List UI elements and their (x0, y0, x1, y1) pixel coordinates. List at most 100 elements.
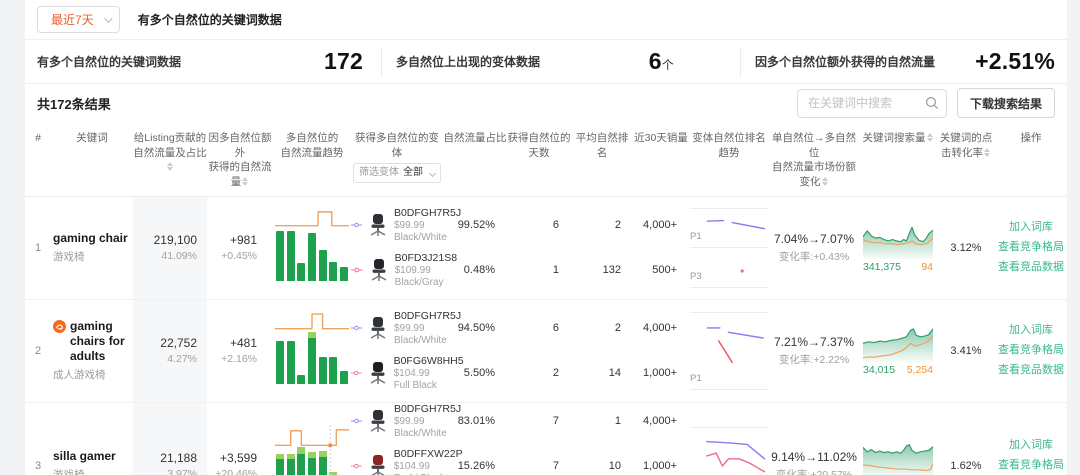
add-to-wordbank-link[interactable]: 加入词库 (1009, 439, 1053, 452)
variant-share: 83.01% (457, 414, 495, 427)
divider (740, 46, 741, 77)
product-image (370, 317, 386, 340)
col-header-days: 获得自然位的天数 (507, 132, 571, 159)
contrib-cell: 22,752 4.27% (133, 299, 207, 402)
contrib-cell: 219,100 41.09% (133, 196, 207, 299)
download-results-button[interactable]: 下载搜索结果 (956, 88, 1055, 118)
view-competition-link[interactable]: 查看竞争格局 (998, 458, 1064, 471)
product-image (371, 259, 386, 282)
product-image (370, 409, 386, 432)
variant-share: 0.48% (463, 264, 495, 277)
variant-price: $104.99 (393, 368, 430, 380)
stat-extra-traffic: 因多个自然位额外获得的自然流量 +2.51% (755, 48, 1055, 75)
variant-price: $99.99 (393, 415, 425, 427)
table-header: # 关键词 给Listing贡献的 自然流量及占比 因多自然位额外 获得的自然流量 … (25, 122, 1067, 197)
variant-color: Black/Gray (394, 277, 444, 289)
contrib-cell: 21,188 3.97% (133, 402, 207, 475)
view-competition-link[interactable]: 查看竞争格局 (998, 240, 1064, 253)
keyword-translation: 成人游戏椅 (53, 369, 106, 382)
add-to-wordbank-link[interactable]: 加入词库 (1009, 221, 1053, 234)
volume-secondary: 5,254 (906, 363, 933, 376)
row-index: 2 (34, 344, 42, 357)
search-input[interactable] (796, 88, 947, 118)
extra-cell: +3,599 +20.46% (215, 451, 257, 475)
product-image (370, 214, 386, 237)
variant-asin-link[interactable]: B0DFFXW22P (393, 447, 463, 460)
variant-rank: 1 (614, 414, 621, 427)
col-header-sales: 近30天销量 (634, 132, 688, 144)
extra-cell: +481 +2.16% (221, 336, 257, 366)
variant-asin-link[interactable]: B0DFGH7R5J (393, 207, 462, 220)
variant-asin-link[interactable]: B0DFGH7R5J (393, 402, 462, 415)
col-header-volume[interactable]: 关键词搜索量 (859, 128, 937, 146)
col-header-share-change[interactable]: 单自然位→多自然位 自然流量市场份额变化 (772, 132, 856, 189)
search-volume-chart: 341,375 94 (862, 223, 934, 273)
row-index: 3 (34, 459, 42, 472)
variant-sales: 4,000+ (643, 414, 677, 427)
actions-cell: 加入词库 查看竞争格局 查看竞品数据 (995, 436, 1067, 475)
top-bar: 最近7天 有多个自然位的关键词数据 (25, 0, 1067, 40)
stat-label: 因多个自然位额外获得的自然流量 (755, 55, 936, 69)
variant-filter-select[interactable]: 筛选变体 全部 (353, 163, 441, 184)
col-header-rank-trend: 变体自然位排名趋势 (692, 132, 766, 159)
volume-value: 34,015 (863, 363, 896, 376)
main-panel: 最近7天 有多个自然位的关键词数据 有多个自然位的关键词数据 172 多自然位上… (25, 0, 1067, 475)
keyword-translation: 游戏椅 (53, 251, 85, 264)
actions-cell: 加入词库 查看竞争格局 查看竞品数据 (995, 218, 1067, 277)
col-header-keyword: 关键词 (76, 132, 108, 144)
variants-block: B0DFGH7R5J $99.99 Black/White 94.50% 6 2… (351, 310, 689, 391)
variants-block: B0DFGH7R5J $99.99 Black/White 99.52% 6 2… (351, 207, 689, 288)
col-header-ctr[interactable]: 关键词的点击转化率 (939, 132, 993, 159)
keyword-link[interactable]: gaming chair (53, 231, 128, 246)
add-to-wordbank-link[interactable]: 加入词库 (1009, 324, 1053, 337)
variant-share: 99.52% (457, 219, 495, 232)
variant-sales: 500+ (652, 264, 677, 277)
variant-asin-link[interactable]: B0FG6W8HH5 (393, 355, 464, 368)
variant-sales: 1,000+ (643, 367, 677, 380)
search-volume-chart: 21,18110,924 (862, 441, 934, 475)
variant-days: 7 (552, 459, 559, 472)
period-select[interactable]: 最近7天 (37, 6, 120, 33)
variant-share: 5.50% (463, 367, 495, 380)
col-header-variants: 获得多自然位的变体 筛选变体 全部 (351, 128, 443, 184)
keyword-link[interactable]: silla gamer (53, 449, 116, 464)
view-competitor-data-link[interactable]: 查看竞品数据 (998, 363, 1064, 376)
hot-keyword-icon (53, 320, 66, 334)
variant-price: $109.99 (394, 265, 431, 277)
sort-icon (242, 177, 249, 187)
share-change-cell: 9.14%→11.02% 变化率:+20.57% (771, 449, 857, 475)
volume-secondary: 94 (921, 260, 933, 273)
results-count: 共172条结果 (37, 96, 111, 112)
variant-days: 1 (552, 264, 559, 277)
variant-row: B0FG6W8HH5 $104.99 Full Black 5.50% 2 14… (351, 355, 689, 391)
keyword-row-1: 1 gaming chair 游戏椅 219,100 41.09% +981 +… (25, 196, 1067, 300)
chevron-down-icon (103, 13, 113, 23)
variant-share: 15.26% (457, 459, 495, 472)
volume-value: 341,375 (863, 260, 901, 273)
stat-label: 多自然位上出现的变体数据 (396, 55, 541, 69)
stat-value: 6个 (648, 48, 674, 74)
variant-color: Black/White (393, 427, 447, 439)
col-header-extra[interactable]: 因多自然位额外 获得的自然流量 (208, 132, 272, 189)
product-image (370, 454, 385, 475)
variant-days: 6 (552, 219, 559, 232)
section-title: 有多个自然位的关键词数据 (137, 13, 282, 27)
period-select-value: 最近7天 (51, 13, 94, 27)
actions-cell: 加入词库 查看竞争格局 查看竞品数据 (995, 321, 1067, 380)
keyword-link[interactable]: gaming chairs for adults (53, 319, 133, 364)
stat-value: 172 (324, 48, 363, 74)
variant-marker-icon (351, 463, 362, 468)
rank-trend-chart: P1 (690, 311, 768, 390)
flow-trend-chart (273, 308, 351, 394)
variant-days: 7 (552, 414, 559, 427)
variant-asin-link[interactable]: B0FD3J21S8 (394, 252, 458, 265)
view-competition-link[interactable]: 查看竞争格局 (998, 343, 1064, 356)
variant-rank: 14 (608, 367, 621, 380)
search-icon[interactable] (925, 96, 939, 110)
view-competitor-data-link[interactable]: 查看竞品数据 (998, 260, 1064, 273)
variant-asin-link[interactable]: B0DFGH7R5J (393, 310, 462, 323)
col-header-contrib[interactable]: 给Listing贡献的 自然流量及占比 (133, 128, 207, 175)
col-header-share: 自然流量占比 (443, 132, 507, 144)
variant-color: Black/White (393, 232, 447, 244)
variant-sales: 1,000+ (643, 459, 677, 472)
